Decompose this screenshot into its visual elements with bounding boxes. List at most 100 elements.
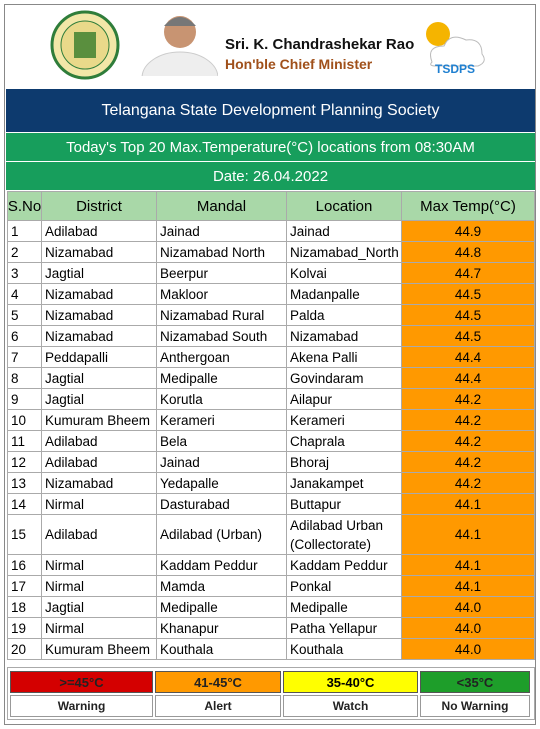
table-cell: Adilabad (Urban) <box>157 515 287 555</box>
date-bar: Date: 26.04.2022 <box>6 162 535 190</box>
table-cell: 8 <box>7 368 42 389</box>
cm-name: Sri. K. Chandrashekar Rao <box>225 36 415 53</box>
table-cell: Kumuram Bheem <box>42 410 157 431</box>
temp-cell: 44.9 <box>402 221 535 242</box>
table-cell: Jainad <box>287 221 402 242</box>
temp-cell: 44.4 <box>402 368 535 389</box>
table-cell: 5 <box>7 305 42 326</box>
table-cell: Jainad <box>157 221 287 242</box>
table-cell: Nizamabad <box>42 242 157 263</box>
temp-cell: 44.0 <box>402 597 535 618</box>
table-cell: 7 <box>7 347 42 368</box>
table-cell: 15 <box>7 515 42 555</box>
table-cell: Nizamabad South <box>157 326 287 347</box>
table-cell: Jagtial <box>42 368 157 389</box>
cm-designation: Hon'ble Chief Minister <box>225 56 373 72</box>
legend-label: Alert <box>155 695 281 717</box>
table-cell: Korutla <box>157 389 287 410</box>
legend-range: >=45°C <box>10 671 153 693</box>
table-cell: Khanapur <box>157 618 287 639</box>
table-cell: Adilabad <box>42 221 157 242</box>
temp-cell: 44.5 <box>402 326 535 347</box>
table-cell: Madanpalle <box>287 284 402 305</box>
legend-range: <35°C <box>420 671 530 693</box>
column-header: S.No <box>7 191 42 221</box>
table-cell: Adilabad Urban (Collectorate) <box>287 515 402 555</box>
temp-cell: 44.1 <box>402 494 535 515</box>
table-cell: Govindaram <box>287 368 402 389</box>
table-cell: Nirmal <box>42 576 157 597</box>
table-cell: Kolvai <box>287 263 402 284</box>
table-cell: 20 <box>7 639 42 660</box>
table-cell: Anthergoan <box>157 347 287 368</box>
cm-photo <box>141 16 218 76</box>
table-cell: Buttapur <box>287 494 402 515</box>
table-cell: Nizamabad Rural <box>157 305 287 326</box>
subtitle-bar: Today's Top 20 Max.Temperature(°C) locat… <box>6 133 535 161</box>
table-cell: Chaprala <box>287 431 402 452</box>
temp-cell: 44.1 <box>402 576 535 597</box>
legend-range: 35-40°C <box>283 671 418 693</box>
title-bar: Telangana State Development Planning Soc… <box>6 89 535 132</box>
table-cell: Adilabad <box>42 431 157 452</box>
table-cell: 14 <box>7 494 42 515</box>
temp-cell: 44.5 <box>402 284 535 305</box>
table-cell: 6 <box>7 326 42 347</box>
table-cell: Nirmal <box>42 618 157 639</box>
legend-label: No Warning <box>420 695 530 717</box>
temp-cell: 44.5 <box>402 305 535 326</box>
tsdps-logo <box>426 22 485 67</box>
table-cell: Nizamabad North <box>157 242 287 263</box>
table-cell: Kumuram Bheem <box>42 639 157 660</box>
table-cell: Akena Palli <box>287 347 402 368</box>
emblem <box>50 10 120 80</box>
table-cell: 9 <box>7 389 42 410</box>
table-cell: 19 <box>7 618 42 639</box>
table-cell: 12 <box>7 452 42 473</box>
table-cell: Nizamabad <box>42 305 157 326</box>
table-cell: 18 <box>7 597 42 618</box>
table-cell: Nizamabad <box>42 473 157 494</box>
table-cell: Palda <box>287 305 402 326</box>
table-cell: 13 <box>7 473 42 494</box>
temp-cell: 44.2 <box>402 473 535 494</box>
table-cell: 11 <box>7 431 42 452</box>
table-cell: 10 <box>7 410 42 431</box>
table-cell: Medipalle <box>287 597 402 618</box>
table-cell: Nizamabad <box>42 326 157 347</box>
column-header: Max Temp(°C) <box>402 191 535 221</box>
logo-text: TSDPS <box>435 62 476 76</box>
table-cell: Jagtial <box>42 389 157 410</box>
temp-cell: 44.2 <box>402 431 535 452</box>
table-cell: Adilabad <box>42 515 157 555</box>
column-header: District <box>42 191 157 221</box>
temp-cell: 44.2 <box>402 452 535 473</box>
table-cell: Nirmal <box>42 555 157 576</box>
table-cell: Nizamabad_North <box>287 242 402 263</box>
legend-box <box>7 667 535 720</box>
table-cell: 3 <box>7 263 42 284</box>
temp-cell: 44.1 <box>402 555 535 576</box>
temp-cell: 44.2 <box>402 410 535 431</box>
table-cell: 1 <box>7 221 42 242</box>
table-cell: Medipalle <box>157 368 287 389</box>
column-header: Location <box>287 191 402 221</box>
temp-cell: 44.0 <box>402 618 535 639</box>
table-cell: Kaddam Peddur <box>287 555 402 576</box>
temp-cell: 44.4 <box>402 347 535 368</box>
temp-cell: 44.7 <box>402 263 535 284</box>
table-cell: Ponkal <box>287 576 402 597</box>
table-cell: Medipalle <box>157 597 287 618</box>
table-cell: Patha Yellapur <box>287 618 402 639</box>
table-cell: 2 <box>7 242 42 263</box>
table-cell: Janakampet <box>287 473 402 494</box>
table-cell: Peddapalli <box>42 347 157 368</box>
table-cell: Jagtial <box>42 597 157 618</box>
table-cell: Kerameri <box>287 410 402 431</box>
temp-cell: 44.0 <box>402 639 535 660</box>
table-cell: Jagtial <box>42 263 157 284</box>
table-cell: Dasturabad <box>157 494 287 515</box>
temp-cell: 44.1 <box>402 515 535 555</box>
table-cell: Makloor <box>157 284 287 305</box>
